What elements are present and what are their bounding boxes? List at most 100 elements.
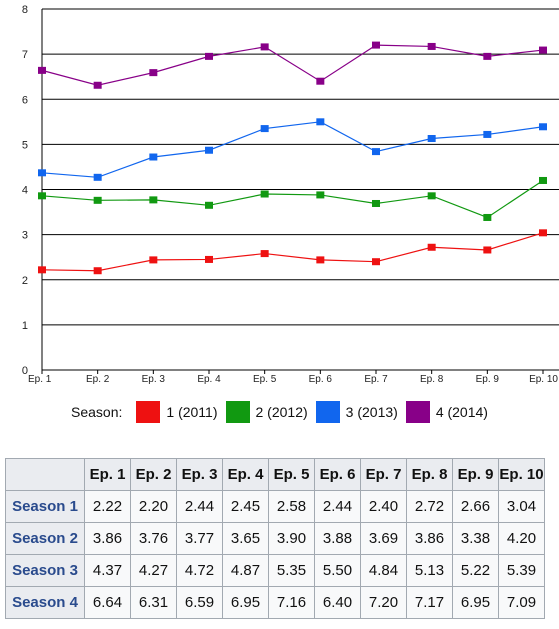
col-header: Ep. 9 xyxy=(452,458,499,491)
row-header: Season 2 xyxy=(5,522,85,555)
data-point-season-4 xyxy=(316,77,325,85)
data-point-season-3 xyxy=(483,130,492,138)
data-point-season-1 xyxy=(427,243,436,251)
series-line-season-1 xyxy=(41,232,544,272)
data-point-season-4 xyxy=(260,43,269,51)
ratings-table-section: Ep. 1 Ep. 2 Ep. 3 Ep. 4 Ep. 5 Ep. 6 Ep. … xyxy=(0,436,559,629)
data-point-season-1 xyxy=(93,267,102,275)
row-header: Season 1 xyxy=(5,490,85,523)
table-cell: 6.59 xyxy=(176,586,223,619)
y-tick-label: 6 xyxy=(22,94,28,106)
data-point-season-4 xyxy=(38,66,46,74)
legend-label-season-4: 4 (2014) xyxy=(435,404,488,420)
table-cell: 5.39 xyxy=(498,554,545,587)
table-cell: 6.95 xyxy=(222,586,269,619)
col-header: Ep. 1 xyxy=(84,458,131,491)
x-tick-label: Ep. 1 xyxy=(28,374,52,385)
y-tick-label: 4 xyxy=(22,185,28,197)
data-point-season-3 xyxy=(38,169,46,177)
data-point-season-4 xyxy=(539,46,547,54)
x-tick-label: Ep. 8 xyxy=(420,374,444,385)
data-point-season-3 xyxy=(93,173,102,181)
data-point-season-1 xyxy=(38,266,46,274)
legend-item-season-1: 1 (2011) xyxy=(136,401,218,423)
series-line-season-3 xyxy=(41,121,544,178)
table-cell: 2.72 xyxy=(406,490,453,523)
table-cell: 5.50 xyxy=(314,554,361,587)
legend-swatch-season-1 xyxy=(136,401,161,423)
data-point-season-3 xyxy=(372,148,380,156)
table-cell: 5.35 xyxy=(268,554,315,587)
x-tick-label: Ep. 3 xyxy=(142,374,166,385)
legend-item-season-3: 3 (2013) xyxy=(315,401,398,423)
col-header: Ep. 8 xyxy=(406,458,453,491)
x-tick-label: Ep. 10 xyxy=(529,374,558,385)
data-point-season-1 xyxy=(372,258,380,266)
table-cell: 7.20 xyxy=(360,586,407,619)
data-point-season-1 xyxy=(483,246,492,254)
y-tick-label: 3 xyxy=(22,230,28,242)
data-point-season-2 xyxy=(483,213,492,221)
data-point-season-2 xyxy=(260,190,269,198)
row-header: Season 3 xyxy=(5,554,85,587)
table-cell: 3.38 xyxy=(452,522,499,555)
data-point-season-1 xyxy=(260,250,269,258)
data-point-season-1 xyxy=(205,255,213,263)
legend-item-season-4: 4 (2014) xyxy=(405,401,488,423)
table-cell: 7.17 xyxy=(406,586,453,619)
table-row: Season 3 4.37 4.27 4.72 4.87 5.35 5.50 4.84 5.13… xyxy=(5,554,545,587)
table-cell: 3.69 xyxy=(360,522,407,555)
data-point-season-3 xyxy=(149,153,158,161)
legend-label-season-2: 2 (2012) xyxy=(255,404,308,420)
table-cell: 6.64 xyxy=(84,586,131,619)
legend-swatch-season-3 xyxy=(315,401,340,423)
col-header: Ep. 5 xyxy=(268,458,315,491)
data-point-season-3 xyxy=(205,146,213,154)
data-point-season-4 xyxy=(427,42,436,50)
table-row: Season 1 2.22 2.20 2.44 2.45 2.58 2.44 2.40 2.72… xyxy=(5,490,545,523)
x-tick-label: Ep. 4 xyxy=(197,374,221,385)
table-cell: 4.72 xyxy=(176,554,223,587)
table-cell: 6.40 xyxy=(314,586,361,619)
table-cell: 2.58 xyxy=(268,490,315,523)
legend-label-season-1: 1 (2011) xyxy=(166,404,218,420)
legend-label-season-3: 3 (2013) xyxy=(345,404,398,420)
col-header: Ep. 10 xyxy=(498,458,545,491)
data-point-season-4 xyxy=(93,81,102,89)
col-header: Ep. 4 xyxy=(222,458,269,491)
data-point-season-4 xyxy=(149,69,158,77)
table-cell: 2.20 xyxy=(130,490,177,523)
table-cell: 3.77 xyxy=(176,522,223,555)
x-tick-label: Ep. 5 xyxy=(253,374,277,385)
data-point-season-2 xyxy=(427,192,436,200)
x-tick-label: Ep. 6 xyxy=(309,374,333,385)
data-point-season-2 xyxy=(316,191,325,199)
table-cell: 2.40 xyxy=(360,490,407,523)
series-line-season-2 xyxy=(41,179,544,219)
data-point-season-1 xyxy=(149,256,158,264)
table-cell: 2.44 xyxy=(176,490,223,523)
data-point-season-3 xyxy=(427,135,436,143)
table-cell: 4.37 xyxy=(84,554,131,587)
legend-swatch-season-2 xyxy=(225,401,250,423)
col-header: Ep. 6 xyxy=(314,458,361,491)
data-point-season-4 xyxy=(372,41,380,49)
data-point-season-3 xyxy=(316,118,325,126)
data-point-season-2 xyxy=(539,176,547,184)
x-tick-label: Ep. 2 xyxy=(86,374,110,385)
legend-swatch-season-4 xyxy=(405,401,430,423)
table-row: Season 4 6.64 6.31 6.59 6.95 7.16 6.40 7.20 7.17… xyxy=(5,586,545,619)
table-corner-cell xyxy=(5,458,85,491)
table-cell: 6.31 xyxy=(130,586,177,619)
table-cell: 3.65 xyxy=(222,522,269,555)
table-cell: 7.09 xyxy=(498,586,545,619)
y-tick-label: 8 xyxy=(22,4,28,16)
data-point-season-1 xyxy=(539,229,547,237)
data-point-season-2 xyxy=(93,196,102,204)
data-point-season-2 xyxy=(149,196,158,204)
table-cell: 3.76 xyxy=(130,522,177,555)
table-cell: 4.20 xyxy=(498,522,545,555)
table-body: Season 1 2.22 2.20 2.44 2.45 2.58 2.44 2.40 2.72… xyxy=(5,490,545,619)
table-cell: 6.95 xyxy=(452,586,499,619)
table-cell: 4.87 xyxy=(222,554,269,587)
